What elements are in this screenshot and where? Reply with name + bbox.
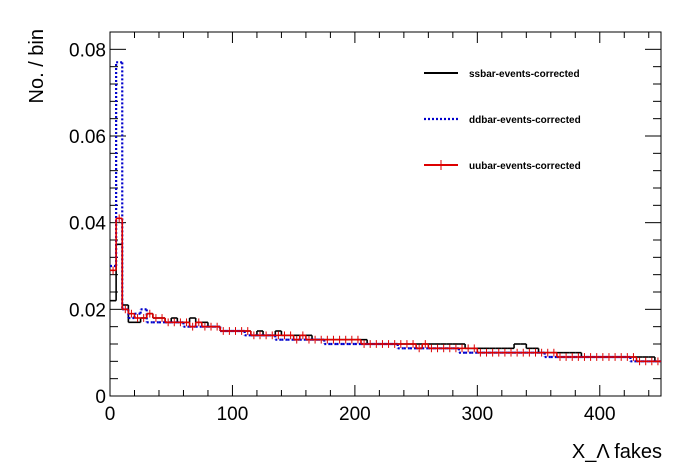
- y-tick-label: 0.06: [69, 127, 106, 148]
- x-tick-label: 400: [584, 404, 616, 425]
- series-uubar-events-corrected: [110, 214, 661, 366]
- legend-label: ssbar-events-corrected: [469, 69, 580, 80]
- legend: ssbar-events-corrected ddbar-events-corre…: [424, 69, 581, 172]
- legend-label: ddbar-events-corrected: [469, 115, 581, 126]
- axis-ticks: [109, 32, 661, 397]
- legend-label: uubar-events-corrected: [469, 161, 581, 172]
- x-axis-title: X_Λ fakes: [572, 441, 662, 463]
- series-group: [110, 61, 661, 366]
- y-tick-label: 0.02: [69, 300, 106, 321]
- y-tick-label: 0: [95, 387, 106, 408]
- y-tick-label: 0.08: [69, 40, 106, 61]
- x-tick-label: 100: [217, 404, 249, 425]
- axis-tick-labels: 0 100 200 300 400 0 0.02 0.04 0.06 0.08: [69, 40, 616, 425]
- y-tick-label: 0.04: [69, 214, 106, 235]
- y-axis-title: No. / bin: [26, 29, 48, 103]
- x-tick-label: 300: [461, 404, 493, 425]
- plot-frame-group: [109, 31, 662, 397]
- x-tick-label: 0: [105, 404, 116, 425]
- plot-frame: [109, 31, 662, 397]
- x-tick-label: 200: [339, 404, 371, 425]
